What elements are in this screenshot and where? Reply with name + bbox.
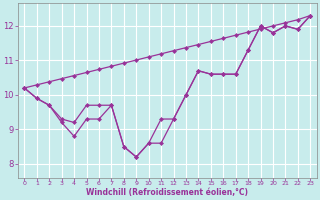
X-axis label: Windchill (Refroidissement éolien,°C): Windchill (Refroidissement éolien,°C) bbox=[86, 188, 248, 197]
